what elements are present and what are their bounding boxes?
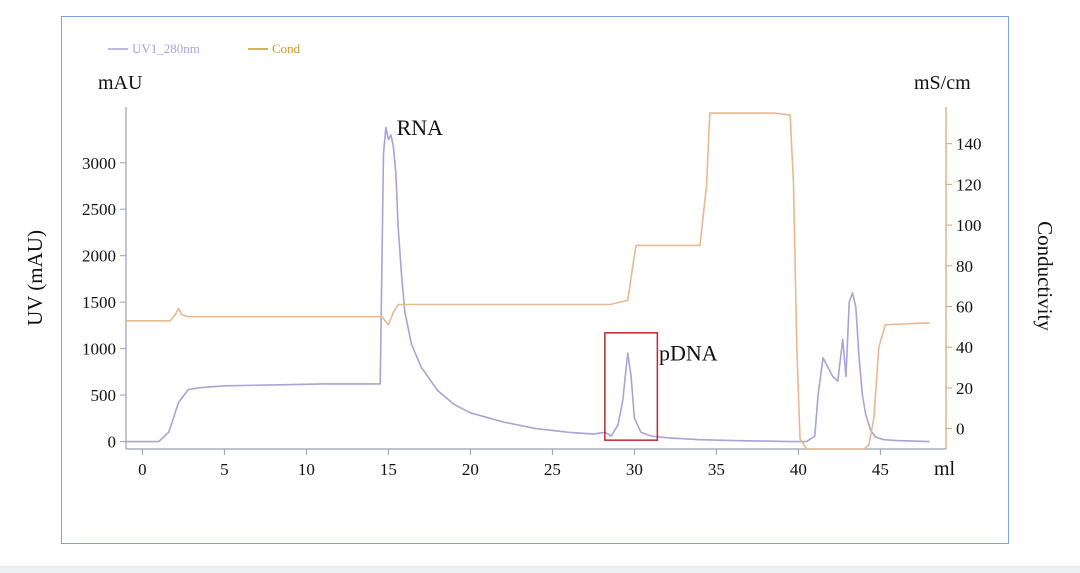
- y2-tick-label-3: 60: [956, 298, 973, 317]
- x-tick-label-2: 10: [298, 460, 315, 479]
- x-axis-unit: ml: [934, 458, 956, 480]
- x-tick-label-4: 20: [462, 460, 479, 479]
- y2-axis-title: Conductivity: [1033, 221, 1057, 331]
- y2-tick-label-1: 20: [956, 379, 973, 398]
- y2-tick-label-5: 100: [956, 216, 982, 235]
- y2-tick-label-6: 120: [956, 175, 982, 194]
- legend-label-1: Cond: [272, 41, 301, 56]
- left-unit-label: mAU: [98, 72, 143, 94]
- window-bottom-bar: [0, 566, 1080, 573]
- y-tick-label-6: 3000: [82, 154, 116, 173]
- series-line-0: [126, 126, 930, 443]
- x-tick-label-6: 30: [626, 460, 643, 479]
- plot-area: 0500100015002000250030000204060801001201…: [82, 107, 982, 479]
- y-tick-label-0: 0: [108, 433, 117, 452]
- chart-frame: [61, 16, 1009, 544]
- x-tick-label-3: 15: [380, 460, 397, 479]
- x-tick-label-9: 45: [872, 460, 889, 479]
- right-unit-label: mS/cm: [914, 72, 971, 94]
- y-tick-label-2: 1000: [82, 340, 116, 359]
- series-line-1: [126, 112, 930, 450]
- x-tick-label-5: 25: [544, 460, 561, 479]
- legend-label-0: UV1_280nm: [132, 41, 200, 56]
- legend: UV1_280nm Cond: [108, 41, 301, 56]
- x-tick-label-1: 5: [220, 460, 229, 479]
- y2-tick-label-7: 140: [956, 135, 982, 154]
- y-tick-label-1: 500: [91, 386, 117, 405]
- annotation-0: RNA: [397, 115, 444, 140]
- y2-tick-label-0: 0: [956, 420, 965, 439]
- x-tick-label-0: 0: [138, 460, 147, 479]
- y-tick-label-5: 2500: [82, 200, 116, 219]
- x-tick-label-7: 35: [708, 460, 725, 479]
- y2-tick-label-4: 80: [956, 257, 973, 276]
- y-axis-title: UV (mAU): [23, 230, 47, 326]
- x-tick-label-8: 40: [790, 460, 807, 479]
- y2-tick-label-2: 40: [956, 338, 973, 357]
- y-tick-label-4: 2000: [82, 247, 116, 266]
- y-tick-label-3: 1500: [82, 293, 116, 312]
- annotation-1: pDNA: [659, 341, 718, 366]
- pdna-highlight-box: [604, 332, 659, 441]
